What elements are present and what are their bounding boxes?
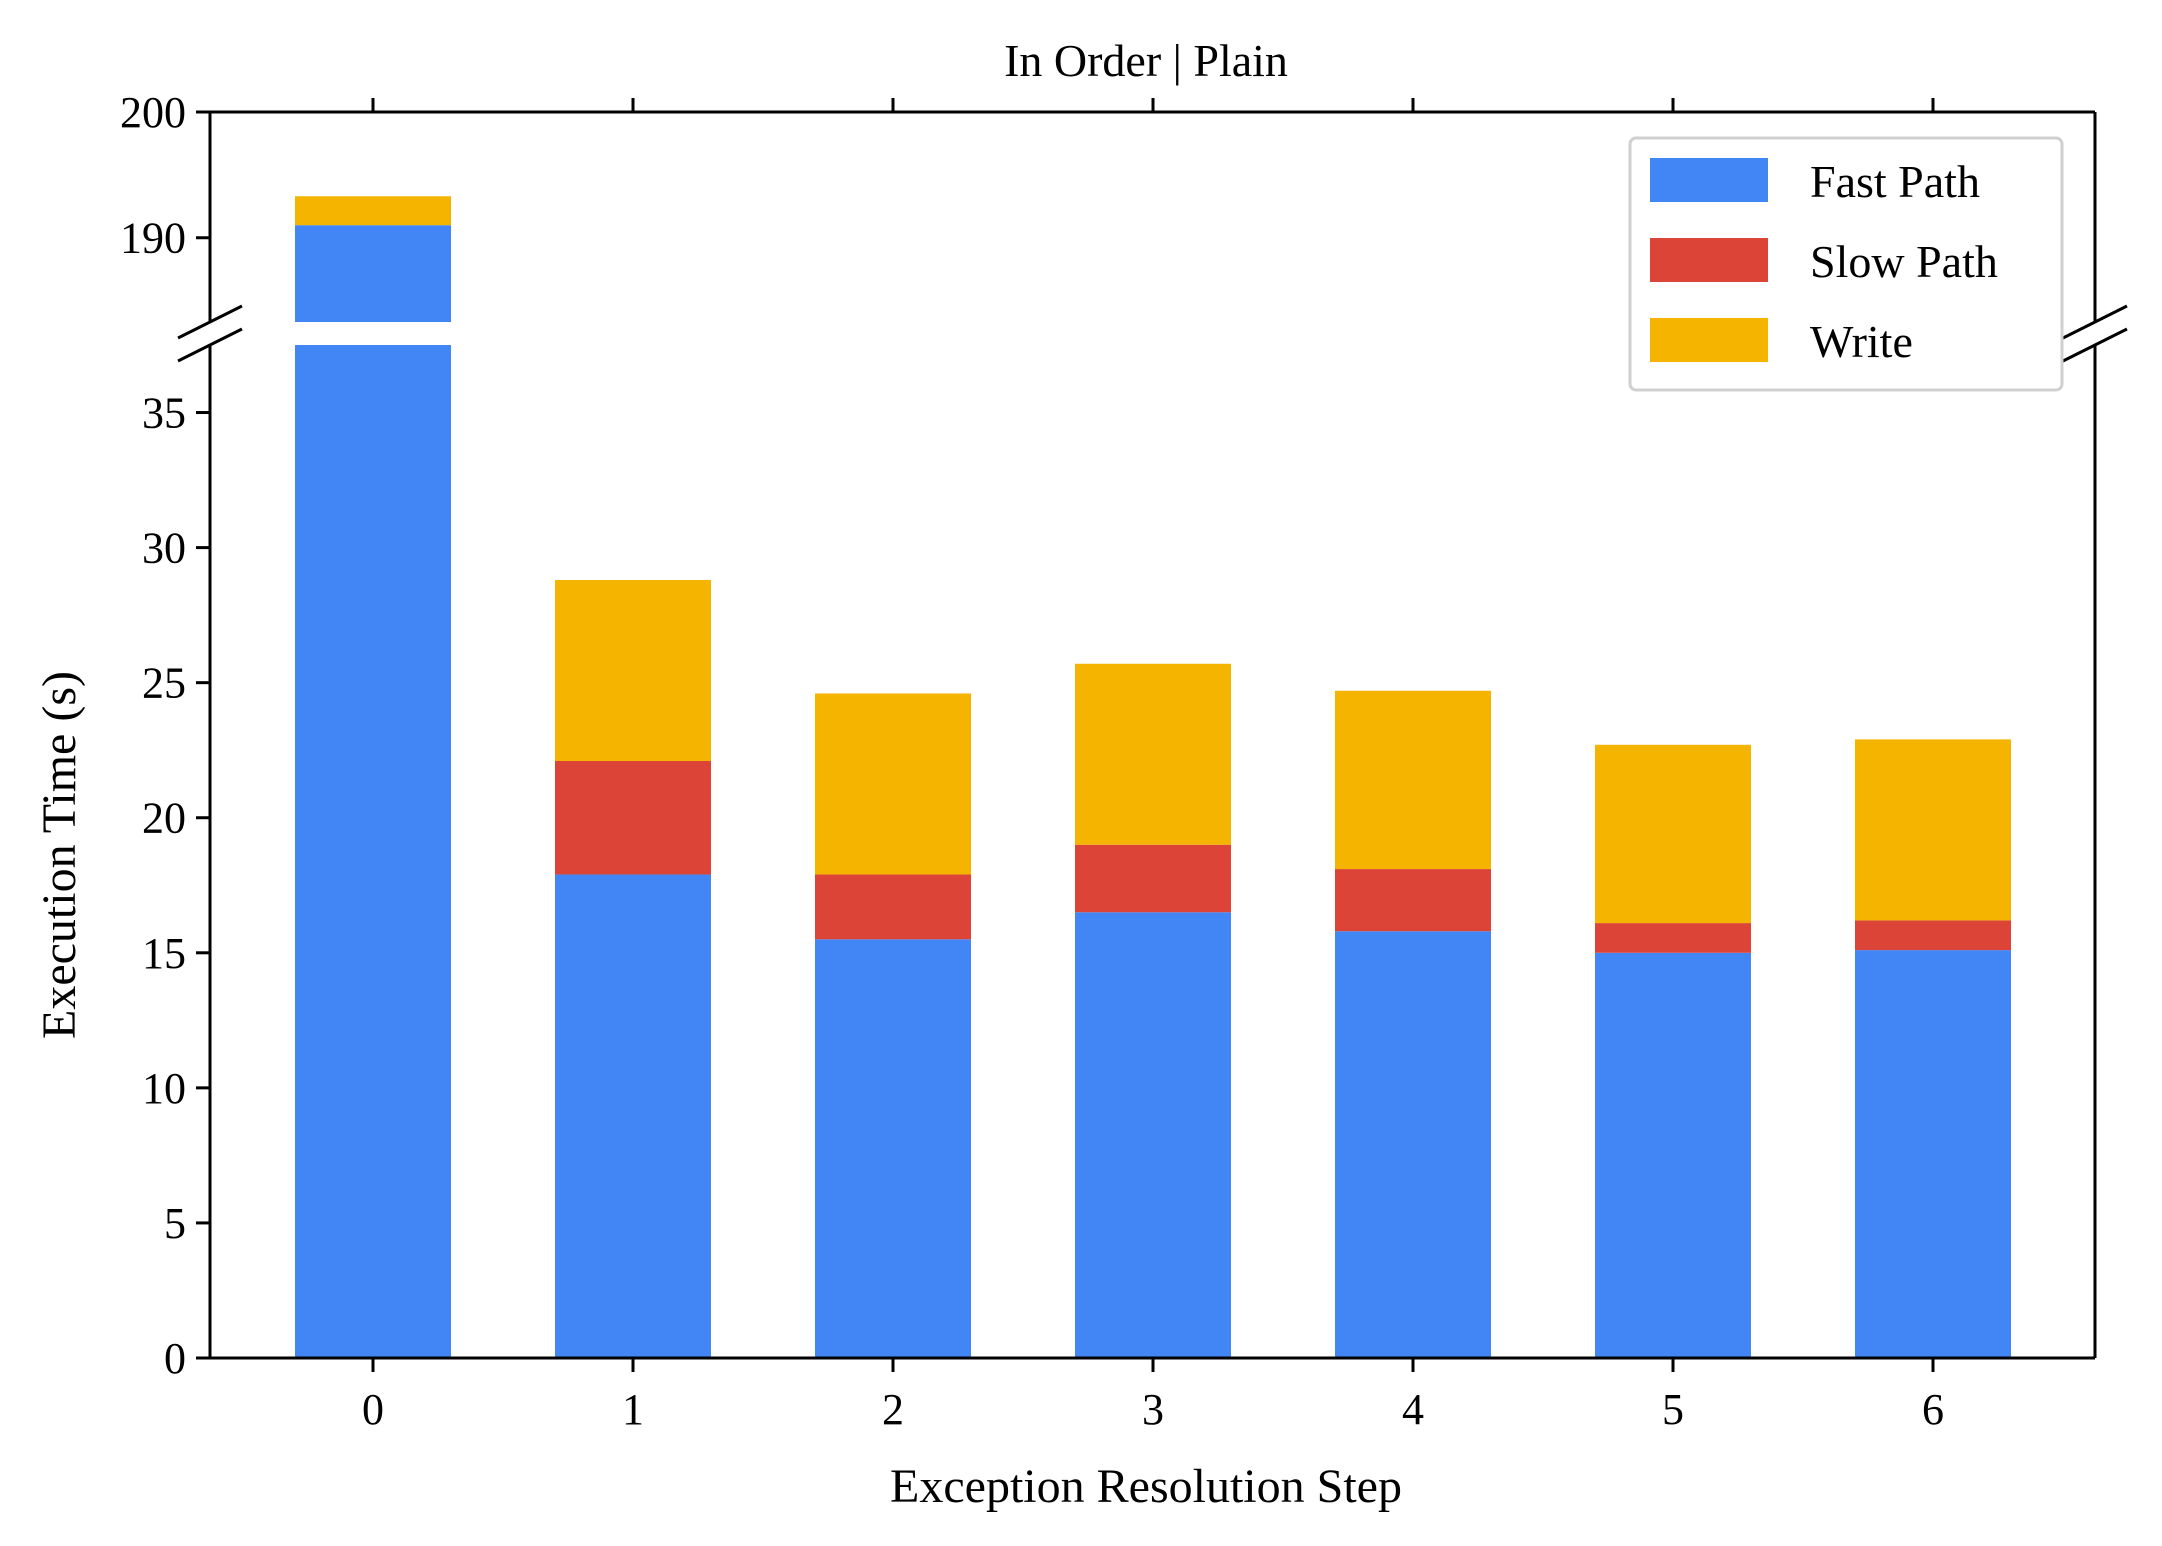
legend-swatch-fast-path (1650, 158, 1768, 202)
bar-write-4 (1335, 690, 1491, 870)
legend: Fast Path Slow Path Write (1628, 136, 2064, 392)
bar-write-0-upper (295, 196, 451, 226)
legend-swatch-write (1650, 318, 1768, 362)
axis-break-mark (177, 304, 243, 340)
bar-slow-path-4 (1335, 869, 1491, 932)
bar-fast-path-0-upper (295, 225, 451, 322)
y-tick-label: 35 (142, 389, 186, 438)
x-tick-label: 2 (882, 1385, 904, 1434)
legend-label-slow-path: Slow Path (1810, 236, 1998, 287)
y-tick-label: 15 (142, 929, 186, 978)
legend-label-fast-path: Fast Path (1810, 156, 1980, 207)
x-tick-label: 1 (622, 1385, 644, 1434)
legend-swatch-slow-path (1650, 238, 1768, 282)
legend-label-write: Write (1810, 316, 1913, 367)
y-tick-label: 10 (142, 1064, 186, 1113)
x-tick-label: 4 (1402, 1385, 1424, 1434)
bar-fast-path-6 (1855, 950, 2011, 1358)
y-tick-label: 20 (142, 794, 186, 843)
axis-break-mark (2062, 304, 2128, 340)
bar-slow-path-5 (1595, 923, 1751, 953)
x-tick-label: 0 (362, 1385, 384, 1434)
bars-layer (295, 196, 2011, 1358)
x-tick-label: 3 (1142, 1385, 1164, 1434)
y-tick-label-upper: 200 (120, 88, 186, 137)
bar-slow-path-2 (815, 874, 971, 940)
bar-fast-path-2 (815, 939, 971, 1358)
x-axis-label: Exception Resolution Step (890, 1460, 1402, 1513)
bar-fast-path-4 (1335, 931, 1491, 1358)
bar-write-1 (555, 580, 711, 762)
y-tick-label-upper: 190 (120, 214, 186, 263)
y-tick-label: 25 (142, 659, 186, 708)
chart-title: In Order | Plain (1004, 35, 1288, 86)
x-tick-label: 6 (1922, 1385, 1944, 1434)
bar-fast-path-1 (555, 874, 711, 1358)
ticks-layer: 0 5 10 15 20 25 30 35 190 200 0 1 2 3 4 5 6 (120, 88, 1944, 1434)
bar-fast-path-5 (1595, 952, 1751, 1358)
bar-fast-path-3 (1075, 912, 1231, 1358)
x-tick-label: 5 (1662, 1385, 1684, 1434)
bar-slow-path-3 (1075, 844, 1231, 913)
bar-slow-path-6 (1855, 920, 2011, 951)
axis-break-mark (177, 327, 243, 363)
bar-write-6 (1855, 739, 2011, 921)
y-tick-label: 30 (142, 524, 186, 573)
y-tick-label: 0 (164, 1334, 186, 1383)
bar-fast-path-0 (295, 345, 451, 1358)
bar-write-3 (1075, 663, 1231, 845)
bar-write-2 (815, 693, 971, 875)
axis-break-mark (2062, 327, 2128, 363)
bar-slow-path-1 (555, 761, 711, 875)
y-tick-label: 5 (164, 1199, 186, 1248)
y-axis-label: Execution Time (s) (33, 671, 86, 1039)
bar-write-5 (1595, 744, 1751, 924)
